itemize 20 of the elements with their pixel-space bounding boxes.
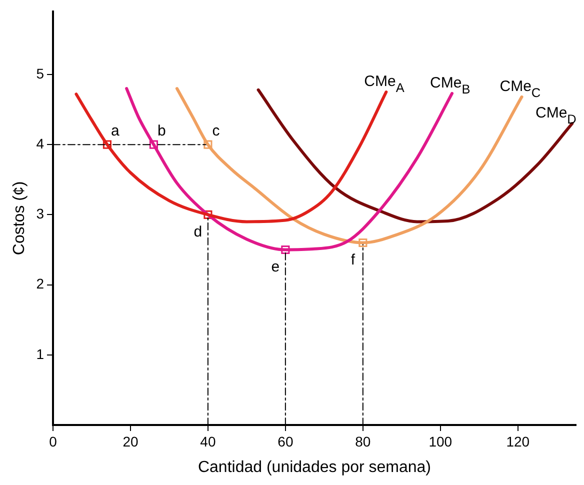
annotation: e	[271, 258, 280, 276]
y-axis-title: Costos (¢)	[11, 181, 28, 256]
y-tick-label: 4	[36, 135, 44, 152]
x-tick-label: 60	[278, 433, 294, 450]
x-tick-label: 0	[49, 433, 58, 450]
y-tick-label: 3	[36, 206, 44, 222]
annotation: f	[350, 252, 356, 269]
y-tick-label: 2	[36, 276, 44, 292]
x-tick-label: 80	[355, 433, 371, 450]
annotation: b	[158, 122, 166, 140]
x-tick-label: 120	[506, 433, 530, 450]
annotation: c	[212, 122, 220, 140]
y-tick-label: 5	[36, 65, 44, 82]
x-axis-title: Cantidad (unidades por semana)	[198, 458, 432, 476]
annotation: d	[194, 224, 202, 241]
x-tick-label: 40	[200, 433, 216, 450]
x-tick-label: 100	[428, 433, 452, 450]
x-tick-label: 20	[122, 433, 138, 450]
y-tick-label: 1	[36, 346, 44, 362]
annotation: a	[111, 122, 120, 140]
